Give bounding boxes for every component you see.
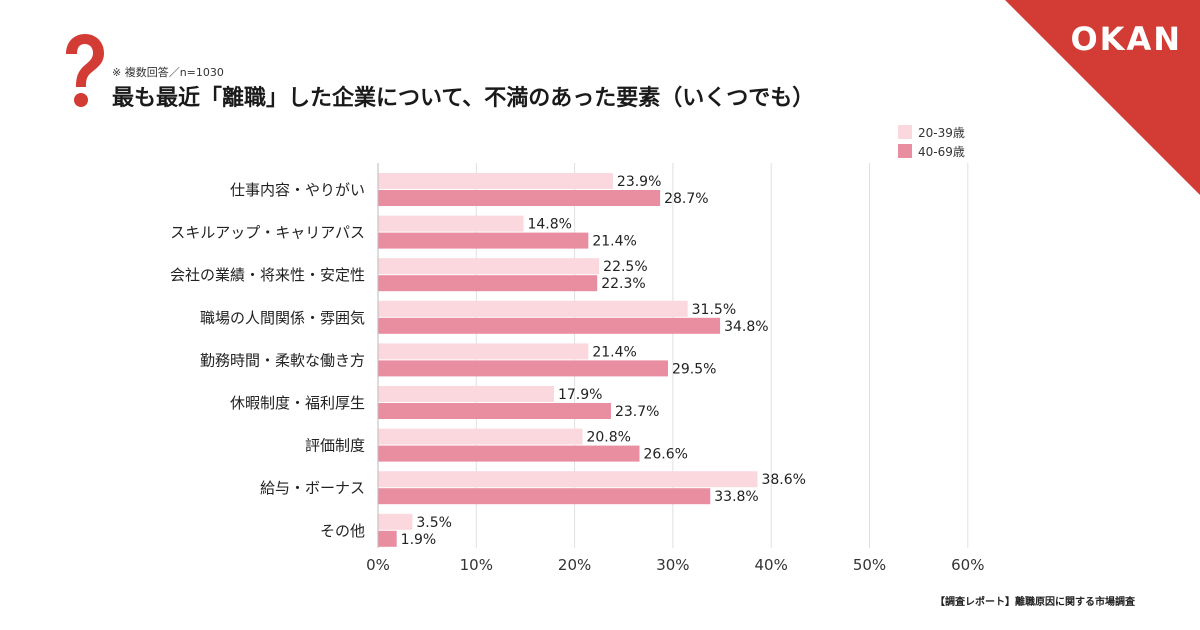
bar xyxy=(378,471,758,488)
x-tick-label: 50% xyxy=(853,556,886,574)
bar xyxy=(378,488,711,505)
data-label: 29.5% xyxy=(672,361,716,377)
data-label: 14.8% xyxy=(527,217,571,233)
category-label: 休暇制度・福利厚生 xyxy=(230,394,365,412)
x-tick-label: 20% xyxy=(558,556,591,574)
bar xyxy=(378,215,524,232)
data-label: 23.9% xyxy=(617,174,661,190)
category-label: 評価制度 xyxy=(305,437,365,455)
bar xyxy=(378,300,688,317)
okan-logo: OKAN xyxy=(1070,20,1182,58)
data-label: 22.3% xyxy=(601,276,645,292)
bar xyxy=(378,360,668,377)
corner-accent xyxy=(1005,0,1200,195)
chart-title: 最も最近「離職」した企業について、不満のあった要素（いくつでも） xyxy=(112,86,815,111)
x-tick-label: 30% xyxy=(656,556,689,574)
data-label: 3.5% xyxy=(416,515,452,531)
bar xyxy=(378,428,583,445)
data-label: 17.9% xyxy=(558,387,602,403)
x-tick-label: 40% xyxy=(755,556,788,574)
bar xyxy=(378,343,589,360)
bar xyxy=(378,530,397,547)
data-label: 33.8% xyxy=(714,489,758,505)
data-label: 23.7% xyxy=(615,404,659,420)
x-tick-label: 60% xyxy=(951,556,984,574)
category-label: 勤務時間・柔軟な働き方 xyxy=(200,351,365,369)
data-label: 21.4% xyxy=(592,234,636,250)
x-tick-label: 10% xyxy=(460,556,493,574)
category-label: スキルアップ・キャリアパス xyxy=(170,224,365,242)
category-label: 職場の人間関係・雰囲気 xyxy=(200,309,365,327)
data-label: 26.6% xyxy=(643,447,687,463)
data-label: 20.8% xyxy=(586,430,630,446)
data-label: 28.7% xyxy=(664,191,708,207)
question-mark-icon xyxy=(66,34,104,107)
bar xyxy=(378,258,600,275)
bar xyxy=(378,386,554,402)
sample-note: ※ 複数回答／n=1030 xyxy=(112,66,224,79)
bar xyxy=(378,190,661,206)
category-label: 会社の業績・将来性・安定性 xyxy=(170,266,365,284)
bar xyxy=(378,173,613,189)
data-label: 38.6% xyxy=(761,472,805,488)
legend-swatch xyxy=(898,144,912,158)
category-label: その他 xyxy=(320,522,365,540)
bar xyxy=(378,403,611,419)
data-label: 34.8% xyxy=(724,319,768,335)
data-label: 22.5% xyxy=(603,259,647,275)
data-label: 31.5% xyxy=(692,302,736,318)
data-label: 21.4% xyxy=(592,344,636,360)
x-tick-label: 0% xyxy=(366,556,390,574)
bar xyxy=(378,317,721,334)
legend-label: 20-39歳 xyxy=(918,126,965,140)
legend-swatch xyxy=(898,125,912,139)
legend-label: 40-69歳 xyxy=(918,145,965,159)
category-label: 仕事内容・やりがい xyxy=(230,181,365,199)
data-label: 1.9% xyxy=(401,532,437,548)
bar xyxy=(378,445,640,462)
bar xyxy=(378,232,589,249)
bar xyxy=(378,513,413,530)
source-footer: 【調査レポート】離職原因に関する市場調査 xyxy=(935,597,1135,608)
category-label: 給与・ボーナス xyxy=(260,479,365,497)
bar xyxy=(378,275,598,292)
